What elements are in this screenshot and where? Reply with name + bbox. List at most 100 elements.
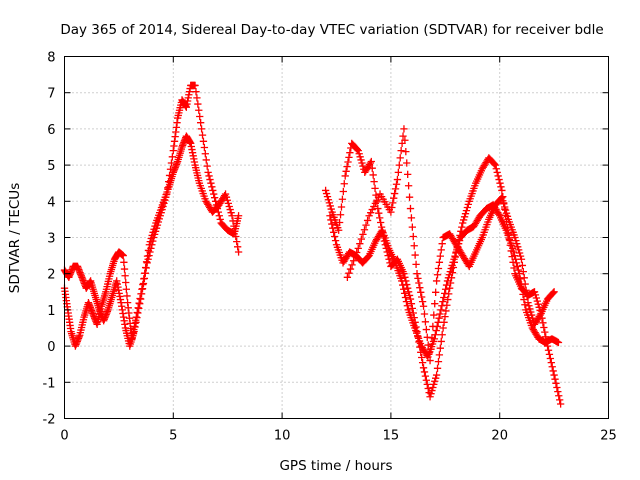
data-point-interp [423, 380, 431, 389]
data-point-interp [198, 131, 207, 139]
data-point [119, 251, 127, 260]
data-point-interp [194, 100, 202, 108]
data-point-interp [192, 88, 200, 96]
data-point-interp [330, 232, 339, 241]
data-point-interp [396, 154, 404, 162]
data-point-interp [357, 235, 366, 243]
data-point [524, 299, 532, 307]
data-series [60, 81, 243, 350]
data-point [387, 208, 395, 216]
data-point [354, 146, 362, 155]
data-point-interp [496, 179, 504, 187]
data-point-interp [399, 132, 407, 140]
data-point-interp [404, 170, 412, 179]
data-point [335, 226, 343, 234]
data-point-interp [407, 300, 416, 308]
data-point-interp [490, 160, 499, 168]
data-point-interp [378, 228, 387, 236]
data-point [234, 248, 243, 256]
data-point-interp [412, 260, 420, 269]
y-tick-label: 8 [47, 51, 55, 66]
data-point-interp [446, 279, 455, 287]
data-point-interp [150, 230, 159, 239]
data-point-interp [428, 386, 436, 395]
data-point-interp [542, 333, 550, 341]
data-point-interp [449, 263, 458, 272]
data-point-interp [549, 367, 557, 375]
data-point-interp [428, 334, 436, 342]
data-point-interp [382, 244, 390, 253]
data-point-interp [199, 137, 208, 145]
data-point-interp [131, 323, 139, 331]
data-point-interp [338, 195, 347, 203]
data-point-interp [322, 189, 331, 198]
data-point-interp [392, 180, 401, 188]
data-point-interp [165, 171, 174, 180]
data-point-interp [138, 285, 147, 293]
y-tick-label: 4 [47, 195, 55, 210]
x-tick-label: 20 [491, 429, 508, 444]
y-tick-label: 2 [47, 268, 55, 283]
data-point-interp [410, 242, 418, 250]
data-point-interp [417, 348, 425, 356]
data-point-interp [330, 228, 338, 236]
data-point-interp [161, 196, 169, 204]
data-point [459, 219, 467, 227]
data-point-interp [233, 243, 242, 251]
data-point-interp [510, 264, 518, 272]
data-point-interp [417, 288, 425, 296]
data-point-interp [431, 300, 439, 308]
data-point-interp [509, 258, 517, 266]
data-point-interp [167, 159, 176, 167]
data-point-interp [554, 387, 562, 396]
data-point-interp [556, 396, 564, 404]
data-point-interp [159, 202, 167, 211]
data-point-interp [458, 223, 466, 231]
data-point [393, 175, 402, 184]
data-point-interp [457, 227, 465, 235]
data-point-interp [157, 209, 165, 217]
data-point-interp [497, 183, 505, 191]
data-point [321, 186, 330, 195]
data-point-interp [539, 319, 547, 327]
data-point-interp [424, 341, 432, 349]
data-point-interp [145, 251, 153, 260]
data-point [543, 342, 552, 350]
y-tick-label: 3 [47, 232, 55, 247]
data-point [400, 270, 408, 278]
data-point-interp [202, 156, 210, 164]
data-point-interp [408, 223, 416, 231]
data-point-interp [405, 193, 414, 201]
data-point [550, 288, 558, 296]
data-point-interp [381, 241, 389, 249]
data-point-interp [420, 368, 429, 376]
data-point-interp [158, 205, 166, 214]
data-point [221, 190, 230, 198]
data-point-interp [445, 290, 453, 298]
data-point-interp [149, 237, 157, 245]
data-point-interp [555, 392, 563, 400]
data-point [341, 172, 349, 180]
data-point-interp [135, 304, 143, 312]
data-point [419, 302, 428, 310]
data-point-interp [207, 179, 215, 187]
data-point-interp [337, 203, 346, 211]
data-point [491, 161, 499, 169]
data-point-interp [344, 158, 352, 166]
data-point-interp [346, 265, 355, 273]
data-point-interp [450, 258, 458, 266]
data-point-interp [429, 383, 437, 392]
data-point-interp [142, 264, 150, 272]
data-point-interp [395, 161, 403, 169]
y-tick-label: 1 [47, 304, 55, 319]
data-point-interp [212, 201, 221, 209]
data-point-interp [401, 136, 409, 144]
data-point-interp [214, 208, 223, 216]
data-point-interp [370, 177, 378, 186]
data-point-interp [528, 311, 536, 319]
data-point-interp [408, 304, 416, 312]
data-point-interp [531, 291, 540, 299]
data-point-interp [532, 294, 541, 302]
data-point-interp [345, 269, 353, 277]
